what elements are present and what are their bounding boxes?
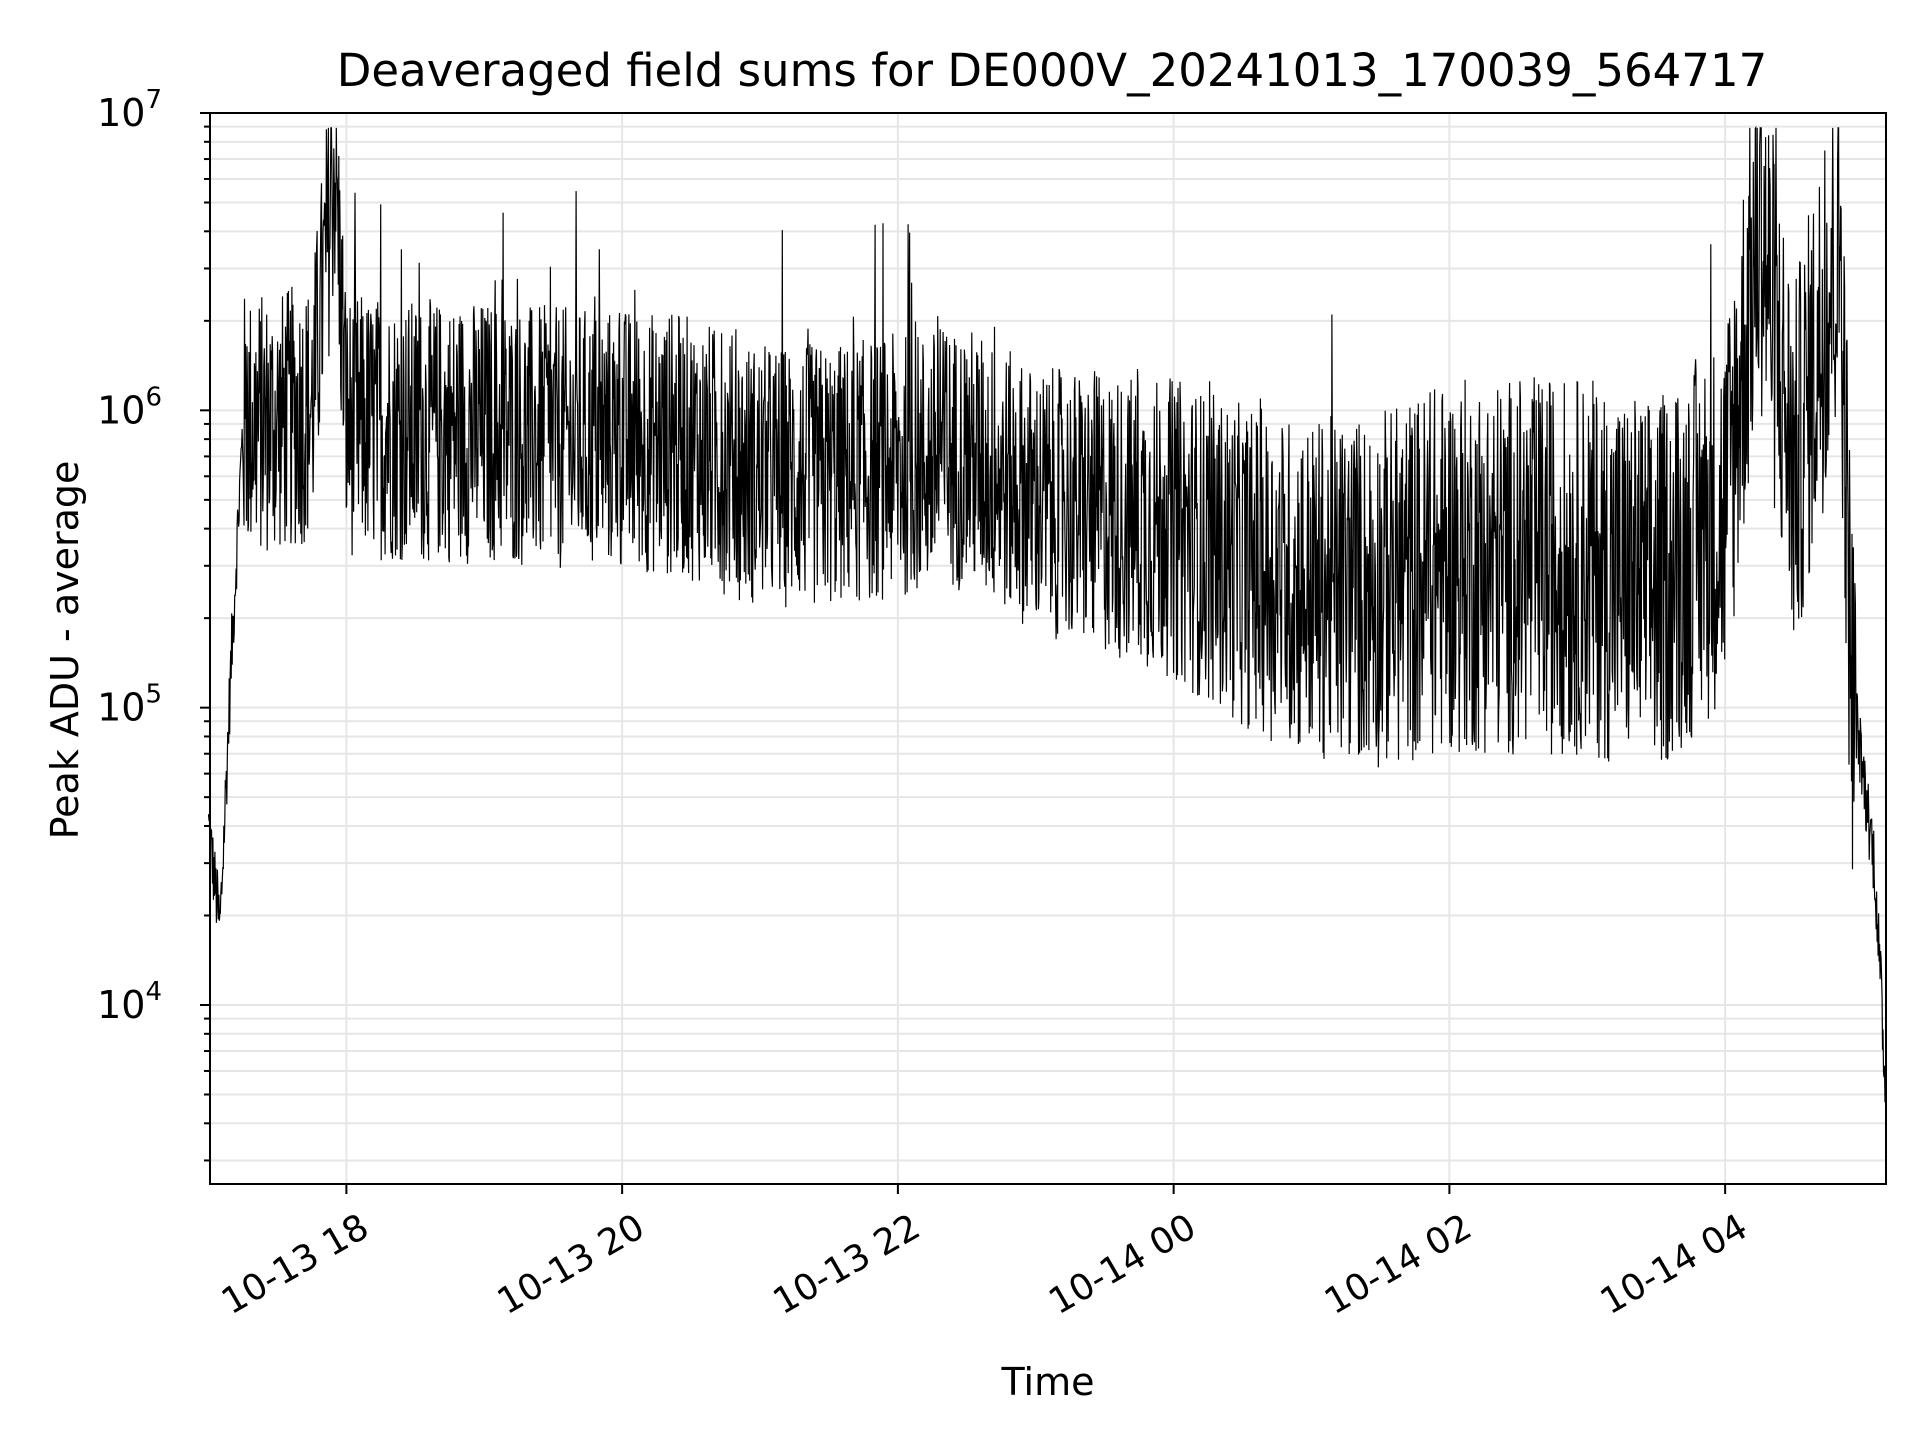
y-tick-label: 107 xyxy=(97,85,162,135)
y-tick-label: 106 xyxy=(97,382,162,432)
y-axis-label: Peak ADU - average xyxy=(43,461,87,840)
x-axis-label: Time xyxy=(1001,1360,1095,1404)
series-line xyxy=(207,125,1887,1120)
chart-title: Deaveraged field sums for DE000V_2024101… xyxy=(337,44,1767,97)
y-tick-labels: 104 105 106 107 xyxy=(97,85,162,1027)
y-tick-label: 104 xyxy=(97,977,162,1027)
y-tick-label: 105 xyxy=(97,680,162,730)
axis-ticks xyxy=(200,112,1727,1194)
plot-frame xyxy=(209,112,1887,1185)
data-series-line xyxy=(207,125,1887,1120)
